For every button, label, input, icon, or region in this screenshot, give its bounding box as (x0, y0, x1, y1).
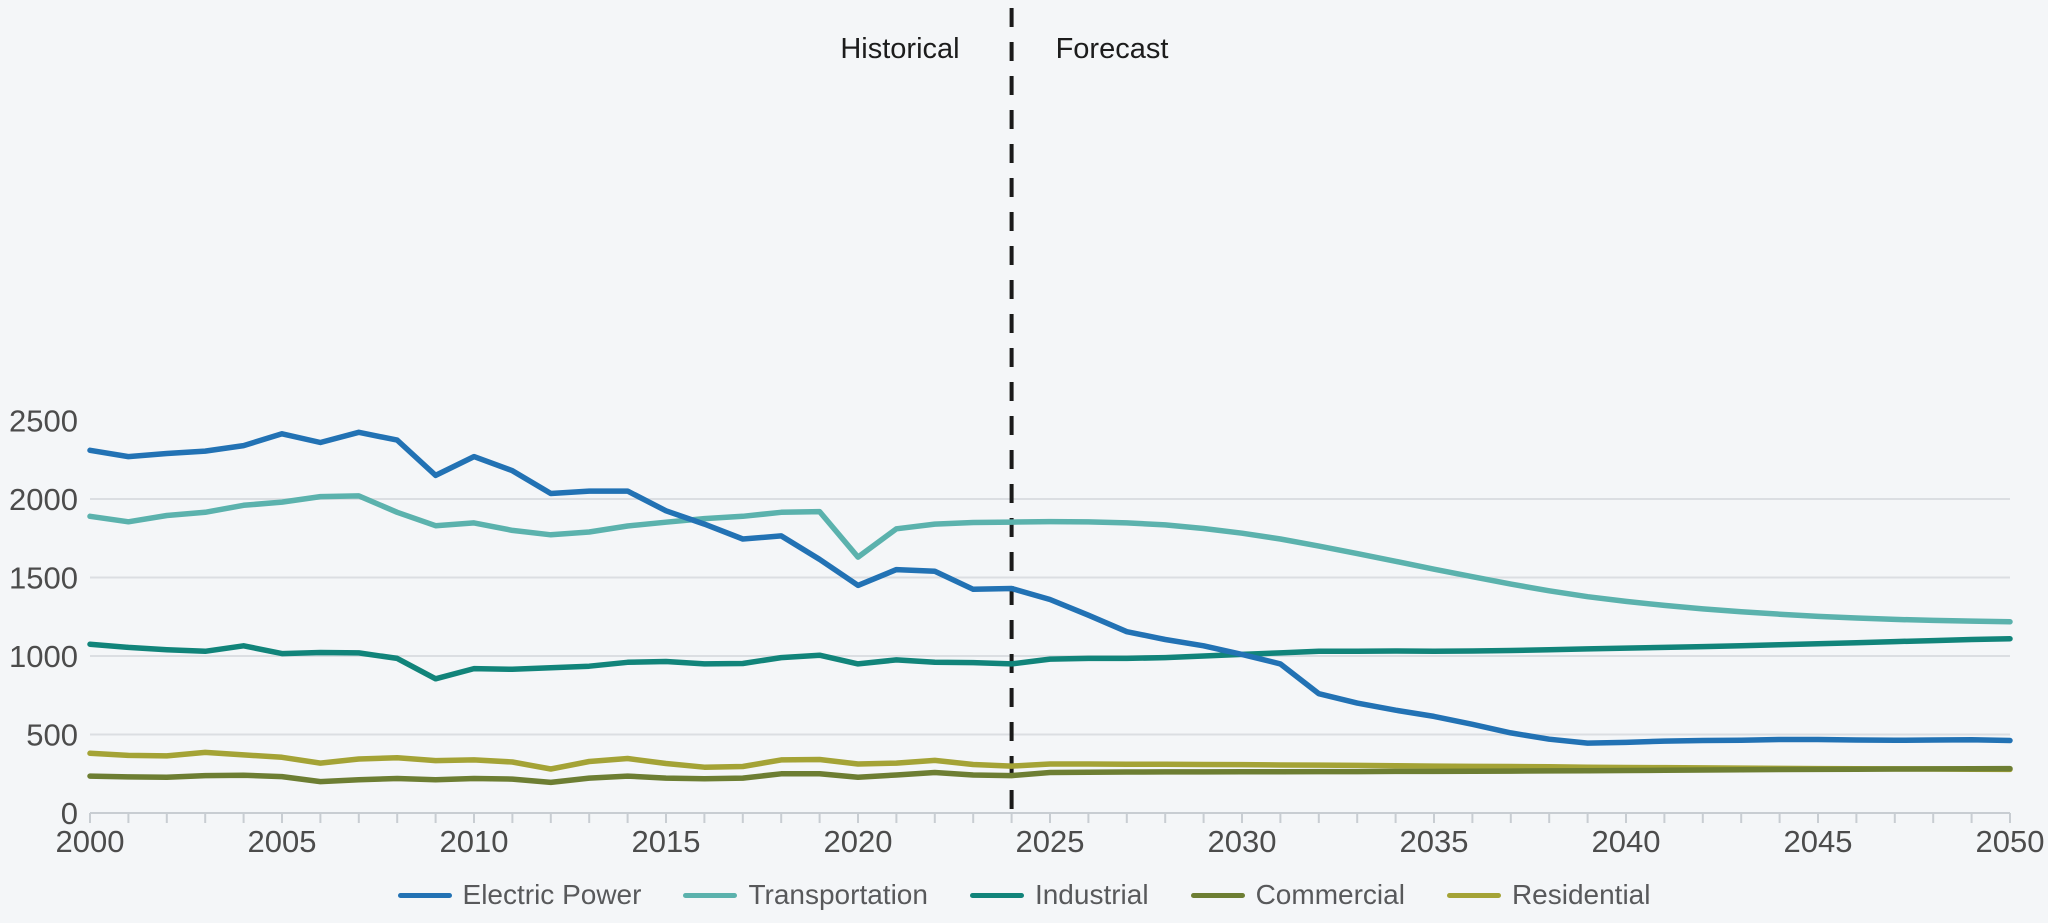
emissions-chart-panel: 0 500 1000 1500 2000 2500 2000 2005 2010 2015 2020… (9, 8, 2045, 859)
emissions-line-chart: 0 500 1000 1500 2000 2500 2000 2005 2010 2015 2020… (9, 8, 2045, 859)
x-axis-label-2045: 2045 (1784, 824, 1853, 859)
x-axis-label-2005: 2005 (248, 824, 317, 859)
legend-label-commercial: Commercial (1255, 879, 1405, 910)
legend-label-electric-power: Electric Power (462, 879, 642, 910)
legend-label-residential: Residential (1511, 879, 1651, 910)
x-axis-label-2015: 2015 (632, 824, 701, 859)
series-line-industrial (87, 635, 2013, 682)
y-axis-label-1000: 1000 (9, 639, 78, 674)
chart-legend: Electric Power Transportation Industrial Co… (0, 872, 2048, 918)
series-line-electric-power (87, 429, 2013, 746)
series-line-transportation (87, 493, 2013, 625)
x-axis-label-2040: 2040 (1592, 824, 1661, 859)
x-axis-label-2000: 2000 (56, 824, 125, 859)
x-axis-label-2030: 2030 (1208, 824, 1277, 859)
x-axis-label-2025: 2025 (1016, 824, 1085, 859)
series-line-commercial (87, 765, 2013, 786)
historical-label: Historical (840, 33, 959, 65)
y-axis-label-2500: 2500 (9, 404, 78, 439)
y-axis-label-500: 500 (26, 718, 78, 753)
legend-swatch-industrial (969, 892, 1024, 898)
y-axis-label-1500: 1500 (9, 561, 78, 596)
legend-swatch-commercial (1190, 892, 1245, 898)
x-axis-label-2020: 2020 (824, 824, 893, 859)
legend-item-commercial: Commercial (1190, 879, 1405, 911)
x-axis-label-2035: 2035 (1400, 824, 1469, 859)
series-line-residential (87, 749, 2013, 773)
legend-swatch-transportation (683, 892, 738, 898)
legend-item-residential: Residential (1446, 879, 1651, 911)
legend-swatch-electric-power (397, 892, 452, 898)
legend-item-transportation: Transportation (683, 879, 928, 911)
legend-swatch-residential (1446, 892, 1501, 898)
x-axis-label-2050: 2050 (1976, 824, 2045, 859)
y-axis-label-2000: 2000 (9, 482, 78, 517)
legend-item-electric-power: Electric Power (397, 879, 642, 911)
legend-label-industrial: Industrial (1034, 879, 1149, 910)
legend-item-industrial: Industrial (969, 879, 1149, 911)
forecast-label: Forecast (1056, 33, 1169, 65)
x-axis-label-2010: 2010 (440, 824, 509, 859)
y-axis-label-0: 0 (61, 796, 78, 831)
legend-label-transportation: Transportation (748, 879, 928, 910)
